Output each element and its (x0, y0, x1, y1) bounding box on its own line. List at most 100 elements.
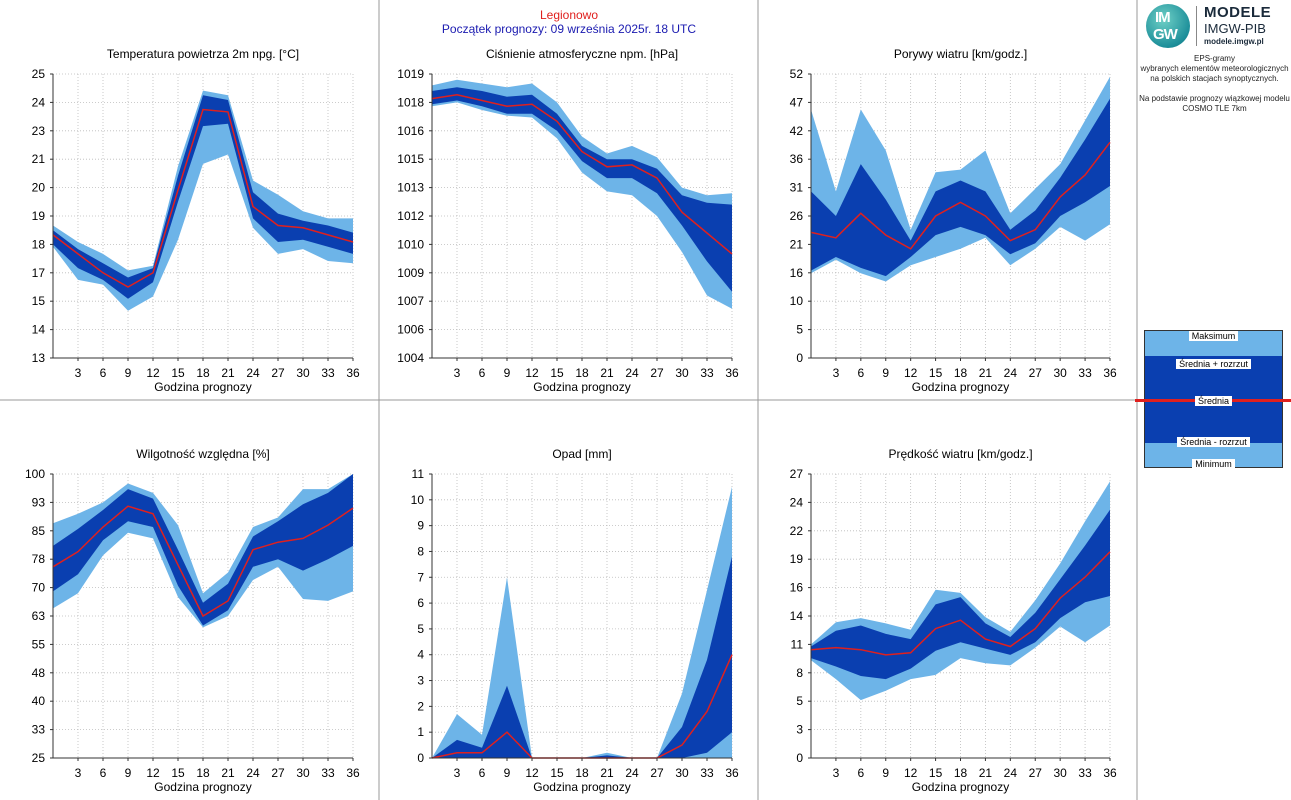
x-axis-label: Godzina prognozy (154, 380, 251, 394)
chart-title: Porywy wiatru [km/godz.] (894, 47, 1027, 61)
x-axis-label: Godzina prognozy (912, 780, 1009, 794)
forecast-start: Początek prognozy: 09 września 2025r. 18… (441, 22, 697, 36)
y-tick-label: 1006 (397, 323, 424, 337)
logo-subtitle: IMGW-PIB (1204, 21, 1266, 36)
legend-mean-plus: Średnia + rozrzut (1176, 359, 1251, 369)
y-tick-label: 13 (32, 351, 46, 365)
x-tick-label: 24 (1004, 766, 1018, 780)
y-tick-label: 55 (32, 637, 46, 651)
chart-gusts: Porywy wiatru [km/godz.]0510162126313642… (790, 47, 1117, 394)
y-tick-label: 47 (790, 95, 804, 109)
y-tick-label: 1010 (397, 237, 424, 251)
x-tick-label: 33 (1078, 366, 1092, 380)
y-tick-label: 2 (417, 699, 424, 713)
mean-line (431, 94, 733, 255)
y-tick-label: 23 (32, 124, 46, 138)
x-tick-label: 27 (271, 366, 285, 380)
x-tick-label: 9 (882, 366, 889, 380)
x-tick-label: 3 (833, 766, 840, 780)
y-tick-label: 4 (417, 648, 424, 662)
band-mean-spread (432, 556, 732, 758)
band-min-max (53, 90, 353, 311)
x-tick-label: 6 (479, 366, 486, 380)
y-tick-label: 31 (790, 181, 804, 195)
y-tick-label: 19 (32, 209, 46, 223)
chart-title: Temperatura powietrza 2m npg. [°C] (107, 47, 299, 61)
x-tick-label: 33 (700, 366, 714, 380)
y-tick-label: 9 (417, 519, 424, 533)
mean-line (810, 141, 1111, 250)
y-tick-label: 70 (32, 581, 46, 595)
y-tick-label: 5 (796, 694, 803, 708)
chart-title: Prędkość wiatru [km/godz.] (888, 447, 1032, 461)
x-tick-label: 30 (296, 366, 310, 380)
y-tick-label: 8 (796, 666, 803, 680)
y-tick-label: 18 (32, 237, 46, 251)
x-tick-label: 33 (321, 766, 335, 780)
legend-max: Maksimum (1188, 331, 1239, 341)
y-tick-label: 16 (790, 581, 804, 595)
x-tick-label: 15 (171, 366, 185, 380)
chart-humidity: Wilgotność względna [%]25334048556370788… (25, 447, 360, 794)
y-tick-label: 25 (32, 67, 46, 81)
y-tick-label: 0 (796, 751, 803, 765)
y-tick-label: 1009 (397, 266, 424, 280)
y-tick-label: 10 (790, 294, 804, 308)
y-tick-label: 1004 (397, 351, 424, 365)
x-tick-label: 12 (525, 766, 539, 780)
x-axis-label: Godzina prognozy (533, 780, 630, 794)
y-tick-label: 3 (796, 723, 803, 737)
y-tick-label: 85 (32, 524, 46, 538)
side-panel: IM GW MODELE IMGW-PIB modele.imgw.pl EPS… (1135, 0, 1291, 800)
x-tick-label: 30 (1053, 366, 1067, 380)
x-tick-label: 27 (650, 366, 664, 380)
y-tick-label: 1012 (397, 209, 424, 223)
y-tick-label: 1019 (397, 67, 424, 81)
eps-gram-charts: Temperatura powietrza 2m npg. [°C] 13 14 15… (0, 0, 1138, 800)
y-tick-label: 63 (32, 609, 46, 623)
x-tick-label: 12 (146, 766, 160, 780)
y-tick-label: 5 (417, 622, 424, 636)
x-tick-label: 6 (857, 766, 864, 780)
x-tick-label: 36 (1103, 366, 1117, 380)
band-mean-spread (811, 509, 1110, 680)
x-tick-label: 21 (600, 366, 614, 380)
y-tick-label: 1015 (397, 152, 424, 166)
x-tick-label: 30 (675, 766, 689, 780)
x-tick-label: 15 (929, 366, 943, 380)
x-tick-label: 3 (833, 366, 840, 380)
y-tick-label: 0 (796, 351, 803, 365)
y-tick-label: 24 (32, 95, 46, 109)
y-tick-label: 21 (790, 237, 804, 251)
x-tick-label: 6 (857, 366, 864, 380)
station-name: Legionowo (539, 8, 599, 22)
x-tick-label: 24 (1004, 366, 1018, 380)
x-tick-label: 12 (904, 766, 918, 780)
y-tick-label: 14 (790, 609, 804, 623)
y-tick-label: 17 (32, 266, 46, 280)
y-tick-label: 21 (32, 152, 46, 166)
x-tick-label: 12 (525, 366, 539, 380)
x-tick-label: 18 (954, 366, 968, 380)
mean-line (52, 108, 354, 288)
x-tick-label: 36 (725, 766, 739, 780)
x-tick-label: 36 (346, 766, 360, 780)
x-tick-label: 18 (196, 766, 210, 780)
x-tick-label: 27 (1029, 366, 1043, 380)
x-tick-label: 9 (882, 766, 889, 780)
imgw-logo: IM GW MODELE IMGW-PIB modele.imgw.pl (1146, 2, 1286, 48)
x-tick-label: 12 (146, 366, 160, 380)
x-tick-label: 27 (271, 766, 285, 780)
x-tick-label: 33 (321, 366, 335, 380)
y-tick-label: 10 (411, 493, 425, 507)
chart-windspeed: Prędkość wiatru [km/godz.] 0 3 5 8 11 14 16 19 22… (790, 447, 1117, 794)
x-tick-label: 9 (504, 766, 511, 780)
chart-temperature: Temperatura powietrza 2m npg. [°C] 13 14 15… (32, 47, 360, 394)
x-tick-label: 24 (246, 766, 260, 780)
x-tick-label: 15 (550, 766, 564, 780)
y-tick-label: 93 (32, 495, 46, 509)
x-tick-label: 21 (221, 766, 235, 780)
x-tick-label: 9 (125, 766, 132, 780)
y-tick-label: 27 (790, 467, 804, 481)
